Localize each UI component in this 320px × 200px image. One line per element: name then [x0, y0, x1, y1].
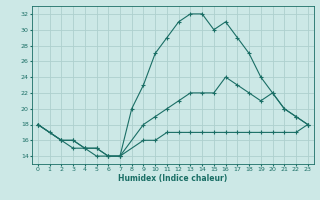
X-axis label: Humidex (Indice chaleur): Humidex (Indice chaleur) [118, 174, 228, 183]
